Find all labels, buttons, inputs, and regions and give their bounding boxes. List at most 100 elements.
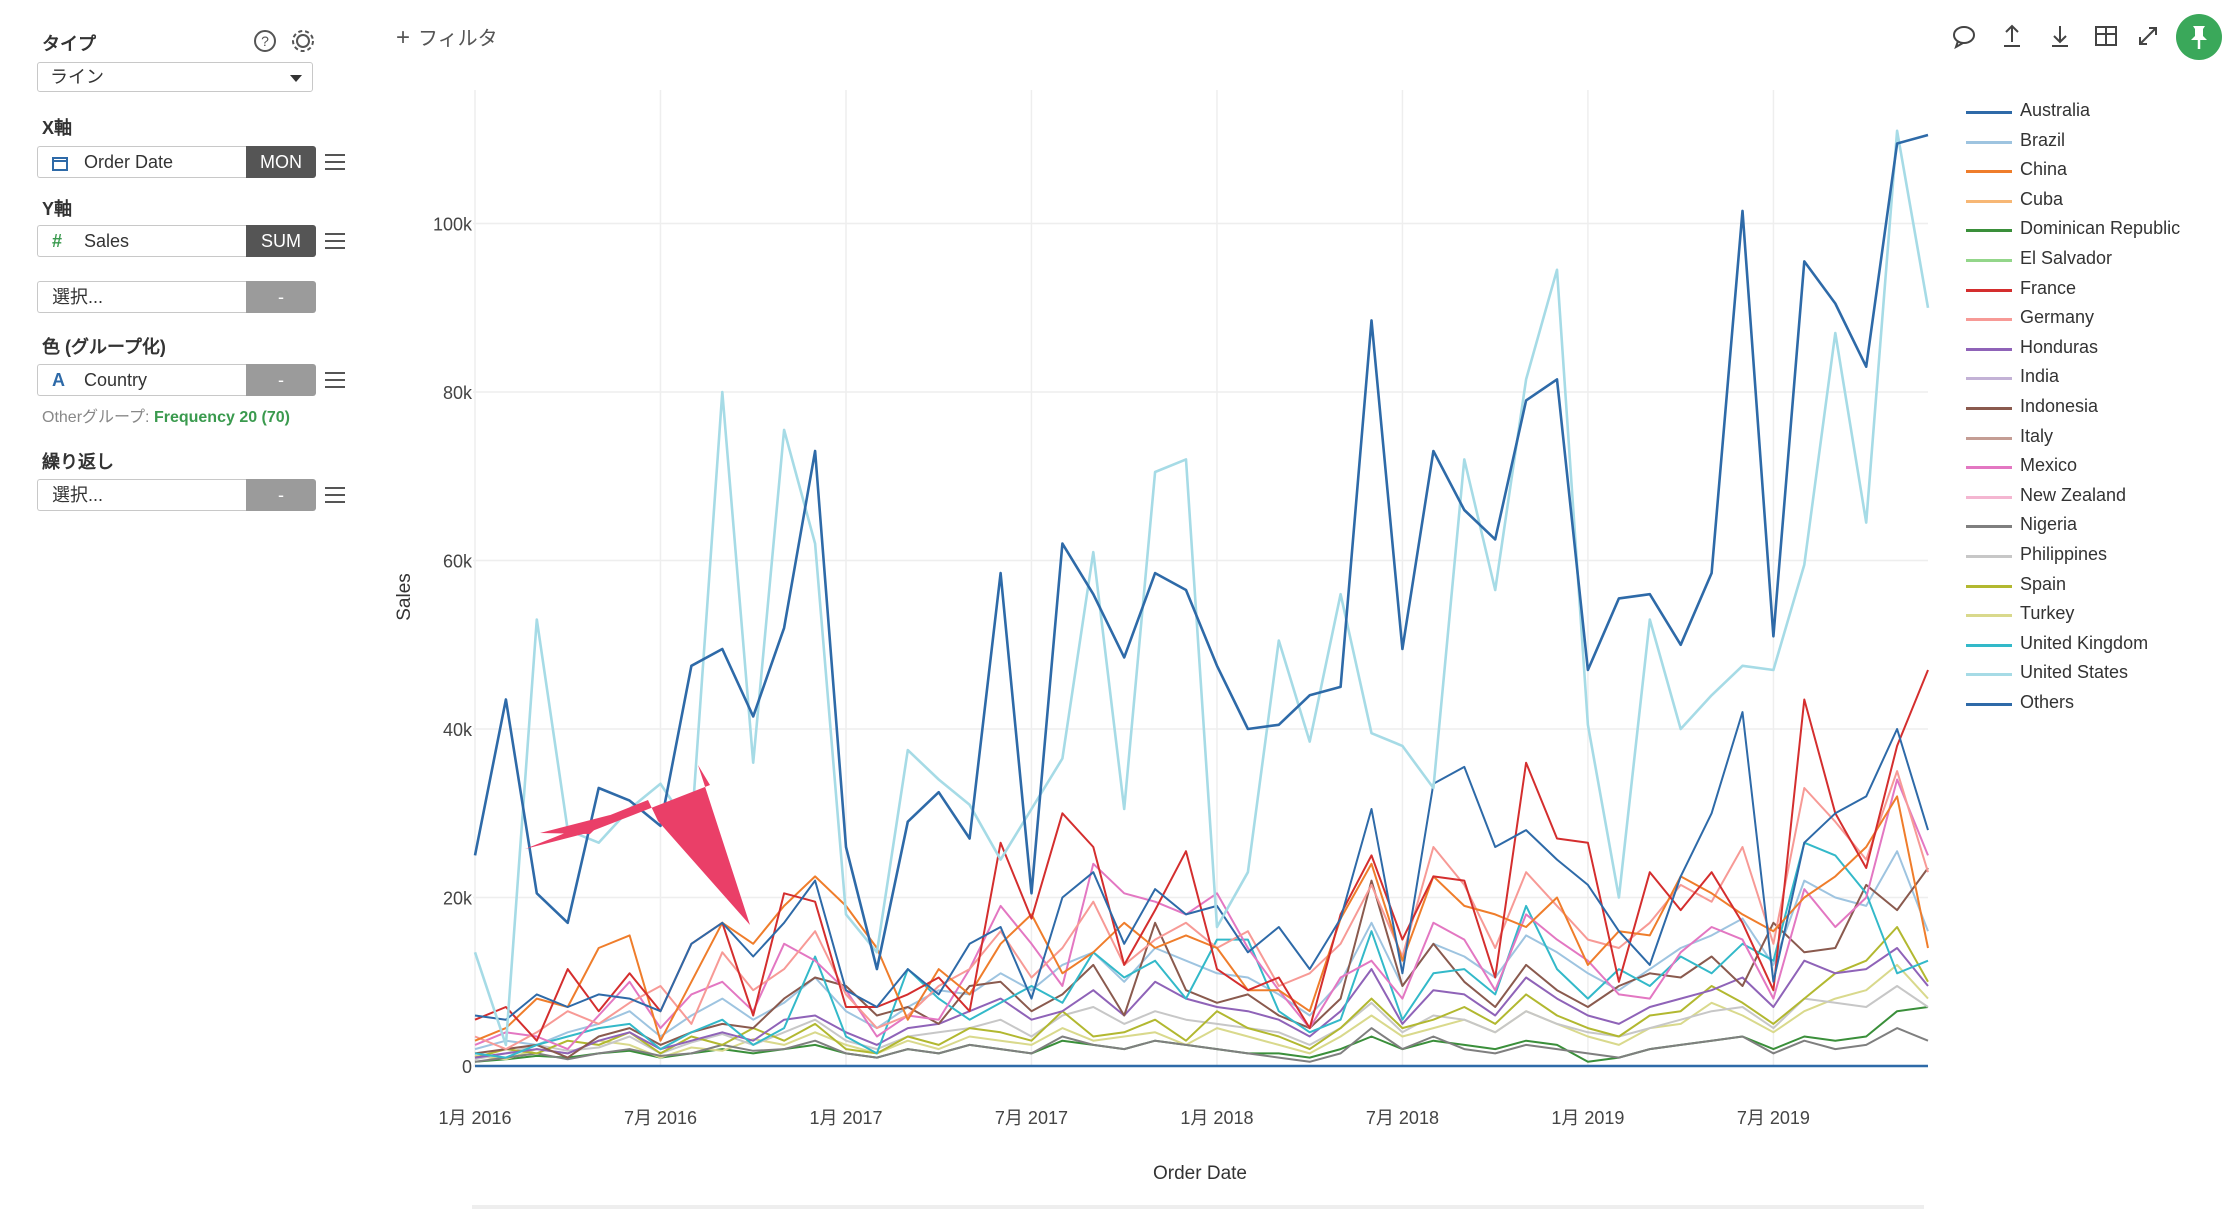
series-line-united-kingdom[interactable] xyxy=(474,841,1929,1059)
y-tick-label: 20k xyxy=(443,889,473,909)
extra-value-aggregation-button[interactable]: - xyxy=(246,281,316,313)
x-tick-label: 1月 2019 xyxy=(1551,1108,1624,1128)
legend-swatch xyxy=(1966,258,2012,262)
legend-label: Italy xyxy=(2020,425,2054,446)
legend-label: China xyxy=(2020,159,2068,180)
series-line-turkey[interactable] xyxy=(474,963,1929,1061)
y-tick-label: 80k xyxy=(443,383,473,403)
series-line-germany[interactable] xyxy=(474,770,1929,1051)
repeat-placeholder: 選択... xyxy=(52,485,104,505)
legend-swatch xyxy=(1966,347,2012,351)
x-axis-menu-icon[interactable] xyxy=(325,154,345,170)
legend-swatch xyxy=(1966,170,2012,174)
plus-icon: + xyxy=(396,24,411,51)
series-line-honduras[interactable] xyxy=(474,947,1929,1059)
legend-label: Germany xyxy=(2020,307,2095,328)
series-line-philippines[interactable] xyxy=(474,985,1929,1061)
x-tick-label: 1月 2017 xyxy=(809,1108,882,1128)
legend-swatch xyxy=(1966,406,2012,410)
legend-swatch xyxy=(1966,318,2012,322)
legend-swatch xyxy=(1966,554,2012,558)
chart-series xyxy=(473,129,1930,1068)
repeat-select[interactable]: 選択... xyxy=(37,479,247,511)
help-icon[interactable]: ? xyxy=(252,28,282,58)
table-icon[interactable] xyxy=(2092,22,2122,52)
y-axis-aggregation-button[interactable]: SUM xyxy=(246,225,316,257)
legend-swatch xyxy=(1966,377,2012,381)
legend-swatch xyxy=(1966,495,2012,499)
expand-icon[interactable] xyxy=(2134,22,2164,52)
series-line-united-states[interactable] xyxy=(473,129,1930,1047)
repeat-aggregation-button[interactable]: - xyxy=(246,479,316,511)
y-axis-menu-icon[interactable] xyxy=(325,233,345,249)
x-axis-field-name: Order Date xyxy=(84,152,174,172)
legend-label: Cuba xyxy=(2020,188,2064,209)
x-axis-field[interactable]: Order Date xyxy=(37,146,247,178)
other-group-prefix: Otherグループ: xyxy=(42,409,154,426)
chevron-down-icon xyxy=(290,75,302,82)
series-line-spain[interactable] xyxy=(474,926,1929,1059)
comment-icon[interactable] xyxy=(1950,22,1980,52)
upload-icon[interactable] xyxy=(1998,22,2028,52)
pin-button[interactable] xyxy=(2176,14,2222,60)
legend-swatch xyxy=(1966,643,2012,647)
y-axis-field[interactable]: # Sales xyxy=(37,225,247,257)
pin-icon xyxy=(2191,26,2207,49)
color-field-name: Country xyxy=(84,370,148,390)
line-chart: 0 20k 40k 60k 80k 100k 1月 2016 7月 2016 1月 2017 7… xyxy=(394,90,1930,1209)
legend-swatch xyxy=(1966,584,2012,588)
add-filter-button[interactable]: + フィルタ xyxy=(396,22,498,52)
x-tick-label: 7月 2017 xyxy=(995,1108,1068,1128)
series-line-nigeria[interactable] xyxy=(474,1027,1929,1063)
legend-label: Others xyxy=(2020,691,2075,712)
x-tick-label: 7月 2018 xyxy=(1366,1108,1439,1128)
annotation-arrow xyxy=(525,765,750,925)
svg-text:?: ? xyxy=(261,33,269,49)
download-icon[interactable] xyxy=(2046,22,2076,52)
legend-swatch xyxy=(1966,111,2012,114)
series-line-australia[interactable] xyxy=(474,711,1929,1021)
series-line-indonesia[interactable] xyxy=(474,867,1929,1059)
legend-swatch xyxy=(1966,229,2012,233)
legend-label: United States xyxy=(2020,662,2129,683)
chart-type-value: ライン xyxy=(50,67,104,87)
x-tick-label: 7月 2016 xyxy=(624,1108,697,1128)
legend-label: Turkey xyxy=(2020,603,2075,624)
other-group-note: Otherグループ: Frequency 20 (70) xyxy=(42,403,290,427)
y-axis-field-name: Sales xyxy=(84,231,130,251)
legend-label: United Kingdom xyxy=(2020,632,2149,653)
series-line-others[interactable] xyxy=(473,133,1929,971)
x-axis-title: Order Date xyxy=(1153,1163,1247,1184)
legend-swatch xyxy=(1966,525,2012,529)
legend-label: India xyxy=(2020,366,2060,387)
repeat-label: 繰り返し xyxy=(42,452,114,472)
legend-label: Nigeria xyxy=(2020,514,2078,535)
type-label: タイプ xyxy=(42,34,96,54)
color-menu-icon[interactable] xyxy=(325,372,345,388)
chart-type-select[interactable]: ライン xyxy=(37,62,313,92)
extra-value-select[interactable]: 選択... xyxy=(37,281,247,313)
other-group-link[interactable]: Frequency 20 (70) xyxy=(153,409,291,426)
x-axis-aggregation-button[interactable]: MON xyxy=(246,146,316,178)
series-line-mexico[interactable] xyxy=(474,778,1929,1051)
filter-label: フィルタ xyxy=(418,28,498,50)
legend-swatch xyxy=(1966,199,2012,203)
color-field[interactable]: A Country xyxy=(37,364,247,396)
legend-swatch xyxy=(1966,466,2012,470)
color-aggregation-button[interactable]: - xyxy=(246,364,316,396)
legend-swatch xyxy=(1966,614,2012,618)
y-tick-label: 40k xyxy=(443,720,473,740)
y-tick-label: 0 xyxy=(462,1057,472,1077)
series-line-china[interactable] xyxy=(474,795,1929,1042)
y-axis-title: Sales xyxy=(394,573,415,621)
repeat-menu-icon[interactable] xyxy=(325,487,345,503)
color-group-label: 色 (グループ化) xyxy=(42,337,166,357)
gear-icon[interactable] xyxy=(290,28,320,58)
legend-label: Philippines xyxy=(2020,543,2108,564)
legend-label: Dominican Republic xyxy=(2020,218,2181,239)
legend-swatch xyxy=(1966,436,2012,440)
hash-icon: # xyxy=(52,231,63,251)
legend-label: Mexico xyxy=(2020,455,2078,476)
legend-label: Honduras xyxy=(2020,336,2099,357)
legend-swatch xyxy=(1966,288,2012,292)
